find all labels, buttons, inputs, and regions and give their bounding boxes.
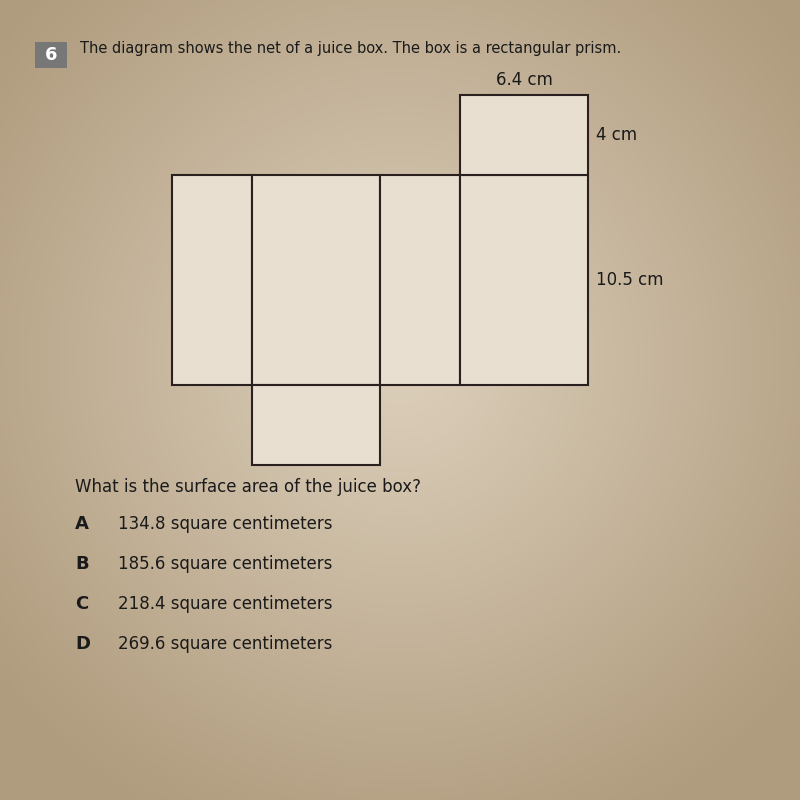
- Bar: [35, 42, 67, 68]
- Text: B: B: [75, 555, 89, 573]
- Bar: [380, 175, 460, 385]
- Text: 218.4 square centimeters: 218.4 square centimeters: [118, 595, 333, 613]
- Text: 4 cm: 4 cm: [596, 126, 637, 144]
- Text: 269.6 square centimeters: 269.6 square centimeters: [118, 635, 332, 653]
- Text: 6: 6: [45, 46, 58, 64]
- Text: D: D: [75, 635, 90, 653]
- Text: 185.6 square centimeters: 185.6 square centimeters: [118, 555, 332, 573]
- Text: 10.5 cm: 10.5 cm: [596, 271, 663, 289]
- Text: What is the surface area of the juice box?: What is the surface area of the juice bo…: [75, 478, 421, 496]
- Bar: [460, 95, 588, 175]
- Bar: [172, 175, 252, 385]
- Text: C: C: [75, 595, 88, 613]
- Text: A: A: [75, 515, 89, 533]
- Bar: [460, 175, 588, 385]
- Bar: [252, 385, 380, 465]
- Text: The diagram shows the net of a juice box. The box is a rectangular prism.: The diagram shows the net of a juice box…: [80, 41, 622, 55]
- Bar: [252, 175, 380, 385]
- Text: 6.4 cm: 6.4 cm: [495, 71, 553, 89]
- Text: 134.8 square centimeters: 134.8 square centimeters: [118, 515, 333, 533]
